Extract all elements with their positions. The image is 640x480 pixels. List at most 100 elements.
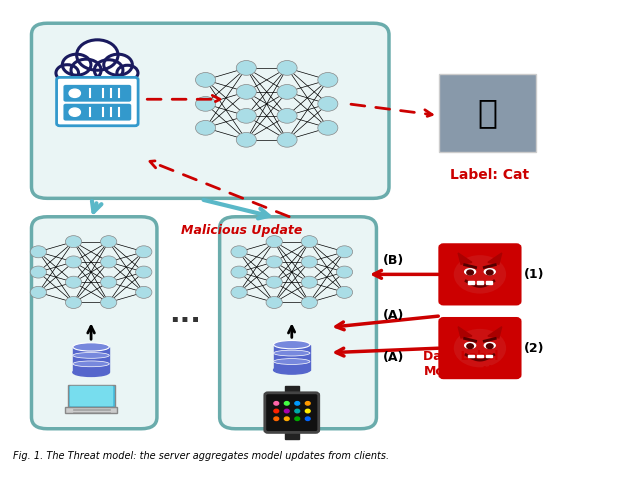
Circle shape: [30, 246, 47, 258]
Circle shape: [231, 266, 247, 278]
Text: ...: ...: [169, 300, 201, 327]
Circle shape: [454, 255, 506, 294]
FancyBboxPatch shape: [65, 86, 130, 101]
Circle shape: [295, 409, 300, 413]
Circle shape: [274, 417, 278, 420]
Bar: [70, 386, 112, 405]
Bar: [486, 281, 492, 284]
Circle shape: [65, 236, 82, 248]
Circle shape: [136, 287, 152, 299]
Circle shape: [284, 402, 289, 405]
Ellipse shape: [484, 343, 495, 348]
Bar: [486, 355, 492, 358]
Circle shape: [136, 246, 152, 258]
Ellipse shape: [273, 340, 310, 349]
Circle shape: [467, 344, 474, 348]
FancyBboxPatch shape: [56, 77, 138, 126]
Circle shape: [266, 297, 282, 309]
Bar: [468, 281, 474, 284]
Circle shape: [274, 402, 278, 405]
Circle shape: [277, 60, 297, 75]
Text: Label: Cat: Label: Cat: [450, 168, 529, 182]
Text: Fig. 1. The Threat model: the server aggregates model updates from clients.: Fig. 1. The Threat model: the server agg…: [13, 451, 388, 461]
FancyBboxPatch shape: [440, 245, 520, 303]
Circle shape: [336, 287, 353, 299]
Ellipse shape: [273, 350, 310, 356]
Text: (B): (B): [383, 254, 404, 267]
Circle shape: [305, 409, 310, 413]
Circle shape: [195, 72, 216, 87]
Circle shape: [318, 96, 338, 111]
Polygon shape: [458, 253, 472, 264]
Circle shape: [274, 409, 278, 413]
Circle shape: [104, 55, 132, 75]
Circle shape: [100, 297, 116, 309]
FancyBboxPatch shape: [65, 105, 130, 120]
Bar: [273, 345, 310, 370]
Circle shape: [72, 60, 100, 81]
Text: (2): (2): [524, 342, 545, 355]
Circle shape: [69, 108, 81, 116]
Circle shape: [236, 108, 257, 123]
Circle shape: [231, 287, 247, 299]
Ellipse shape: [273, 366, 310, 374]
Circle shape: [336, 266, 353, 278]
FancyBboxPatch shape: [31, 23, 389, 198]
Circle shape: [277, 84, 297, 99]
Circle shape: [295, 417, 300, 420]
Text: (A): (A): [383, 309, 404, 323]
Ellipse shape: [273, 359, 310, 364]
Ellipse shape: [73, 343, 109, 351]
Circle shape: [236, 132, 257, 147]
Circle shape: [301, 256, 317, 268]
Circle shape: [301, 236, 317, 248]
Ellipse shape: [465, 269, 476, 275]
Bar: [285, 386, 299, 397]
Text: 🐕: 🐕: [478, 96, 498, 130]
Circle shape: [467, 270, 474, 275]
Circle shape: [63, 55, 90, 75]
Circle shape: [100, 256, 116, 268]
Circle shape: [266, 276, 282, 288]
Circle shape: [318, 120, 338, 135]
Bar: [285, 428, 299, 439]
Ellipse shape: [73, 352, 109, 358]
Circle shape: [301, 276, 317, 288]
Circle shape: [305, 417, 310, 420]
Ellipse shape: [465, 343, 476, 348]
Text: (A): (A): [383, 351, 404, 364]
Circle shape: [231, 246, 247, 258]
Circle shape: [236, 60, 257, 75]
Circle shape: [30, 266, 47, 278]
Circle shape: [136, 266, 152, 278]
Circle shape: [69, 89, 81, 97]
Text: Malicious Update: Malicious Update: [181, 224, 302, 237]
Ellipse shape: [484, 269, 495, 275]
Circle shape: [30, 287, 47, 299]
FancyBboxPatch shape: [68, 385, 115, 407]
Bar: [73, 347, 109, 372]
Bar: [468, 355, 474, 358]
Bar: [65, 407, 117, 413]
Text: (1): (1): [524, 268, 545, 281]
Circle shape: [277, 108, 297, 123]
FancyBboxPatch shape: [220, 217, 376, 429]
Circle shape: [284, 417, 289, 420]
Ellipse shape: [73, 368, 109, 376]
Circle shape: [305, 402, 310, 405]
Circle shape: [336, 246, 353, 258]
Bar: [477, 355, 483, 358]
Circle shape: [454, 329, 506, 367]
Circle shape: [486, 344, 493, 348]
Circle shape: [266, 256, 282, 268]
FancyBboxPatch shape: [265, 393, 319, 432]
Circle shape: [100, 236, 116, 248]
Circle shape: [277, 132, 297, 147]
Polygon shape: [488, 327, 502, 338]
Circle shape: [100, 276, 116, 288]
Bar: [477, 281, 483, 284]
Circle shape: [195, 120, 216, 135]
Circle shape: [301, 297, 317, 309]
Circle shape: [266, 236, 282, 248]
Circle shape: [65, 256, 82, 268]
